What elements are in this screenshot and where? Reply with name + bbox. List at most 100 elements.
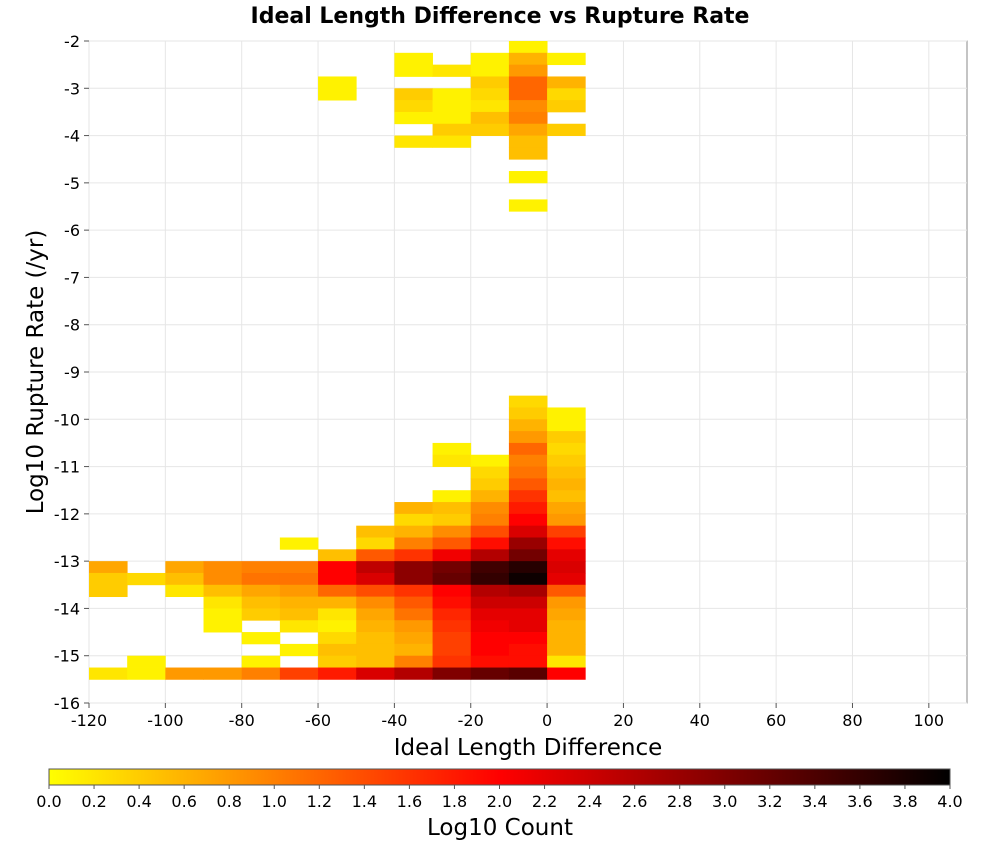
heatmap-cell	[508, 454, 548, 467]
heatmap-cell	[508, 632, 548, 645]
heatmap-cell	[547, 561, 586, 574]
heatmap-cell	[470, 64, 510, 77]
y-tick-label: -7	[64, 268, 80, 287]
heatmap-cell	[356, 584, 395, 598]
heatmap-cell	[508, 171, 548, 184]
colorbar-tick-label: 1.0	[262, 792, 287, 811]
heatmap-cell	[547, 655, 586, 668]
heatmap-cell	[318, 608, 357, 621]
heatmap-cell	[356, 608, 395, 621]
colorbar-tick-label: 3.4	[802, 792, 827, 811]
heatmap-cell	[279, 596, 319, 609]
heatmap-cell	[432, 64, 472, 77]
heatmap-cell	[318, 88, 357, 101]
heatmap-cell	[279, 537, 319, 550]
heatmap-cell	[203, 561, 243, 574]
heatmap-cell	[432, 525, 472, 538]
heatmap-cell	[394, 572, 433, 586]
heatmap-cell	[547, 608, 586, 621]
heatmap-cell	[432, 655, 472, 668]
y-tick-label: -14	[54, 599, 80, 618]
y-tick-label: -8	[64, 316, 80, 335]
colorbar-tick-label: 1.2	[307, 792, 332, 811]
heatmap-cell	[432, 100, 472, 113]
heatmap-cell	[508, 572, 548, 586]
heatmap-cell	[89, 667, 128, 680]
x-tick-label: 100	[914, 711, 945, 730]
heatmap-cell	[470, 490, 510, 503]
heatmap-cell	[470, 123, 510, 136]
heatmap-cell	[279, 620, 319, 633]
heatmap-cell	[508, 431, 548, 444]
heatmap-cell	[318, 596, 357, 609]
heatmap-cell	[432, 596, 472, 609]
heatmap-cell	[470, 549, 510, 562]
heatmap-cell	[470, 572, 510, 586]
heatmap-cell	[165, 584, 204, 598]
y-tick-label: -6	[64, 221, 80, 240]
heatmap-cell	[279, 572, 319, 586]
heatmap-cell	[318, 572, 357, 586]
heatmap-cell	[394, 525, 433, 538]
heatmap-cell	[394, 643, 433, 657]
heatmap-cell	[203, 572, 243, 586]
heatmap-cell	[356, 525, 395, 538]
heatmap-cell	[508, 135, 548, 148]
heatmap-cell	[508, 442, 548, 456]
heatmap-cell	[279, 561, 319, 574]
heatmap-cell	[508, 667, 548, 680]
heatmap-cell	[356, 561, 395, 574]
heatmap-cell	[432, 135, 472, 148]
y-tick-label: -3	[64, 79, 80, 98]
heatmap-cell	[241, 596, 281, 609]
heatmap-cell	[508, 100, 548, 113]
colorbar-tick-label: 0.2	[81, 792, 106, 811]
heatmap-cell	[394, 667, 433, 680]
heatmap-cell	[241, 572, 281, 586]
heatmap-cell	[279, 643, 319, 657]
heatmap-cell	[356, 549, 395, 562]
heatmap-cell	[394, 111, 433, 125]
heatmap-cell	[508, 596, 548, 609]
heatmap-cell	[470, 596, 510, 609]
heatmap-cell	[547, 513, 586, 527]
colorbar-tick-label: 4.0	[937, 792, 962, 811]
heatmap-cell	[470, 478, 510, 491]
heatmap-cell	[547, 667, 586, 680]
heatmap-cell	[547, 643, 586, 657]
heatmap-cell	[203, 620, 243, 633]
colorbar-tick-label: 2.2	[532, 792, 557, 811]
heatmap-cell	[394, 135, 433, 148]
heatmap-cell	[508, 52, 548, 66]
heatmap-cell	[547, 572, 586, 586]
heatmap-cell	[470, 608, 510, 621]
heatmap-cell	[356, 632, 395, 645]
heatmap-cell	[318, 643, 357, 657]
heatmap-cell	[470, 502, 510, 515]
heatmap-cell	[508, 466, 548, 479]
heatmap-cell	[470, 643, 510, 657]
heatmap-cell	[432, 454, 472, 467]
heatmap-cell	[508, 41, 548, 54]
heatmap-cell	[279, 667, 319, 680]
colorbar-tick-label: 0.4	[126, 792, 151, 811]
heatmap-cell	[89, 572, 128, 586]
heatmap-cell	[432, 111, 472, 125]
heatmap-cell	[508, 419, 548, 432]
heatmap-cell	[470, 111, 510, 125]
heatmap-cell	[432, 549, 472, 562]
heatmap-cell	[508, 88, 548, 101]
heatmap-cell	[508, 76, 548, 89]
heatmap-cell	[394, 64, 433, 77]
heatmap-cell	[394, 513, 433, 527]
heatmap-cell	[394, 608, 433, 621]
heatmap-cell	[203, 584, 243, 598]
colorbar-label: Log10 Count	[427, 815, 573, 841]
heatmap-cell	[547, 620, 586, 633]
heatmap-cell	[470, 513, 510, 527]
colorbar-tick-label: 3.8	[892, 792, 917, 811]
x-tick-label: 60	[766, 711, 786, 730]
heatmap-cell	[127, 572, 166, 586]
heatmap-cell	[432, 667, 472, 680]
